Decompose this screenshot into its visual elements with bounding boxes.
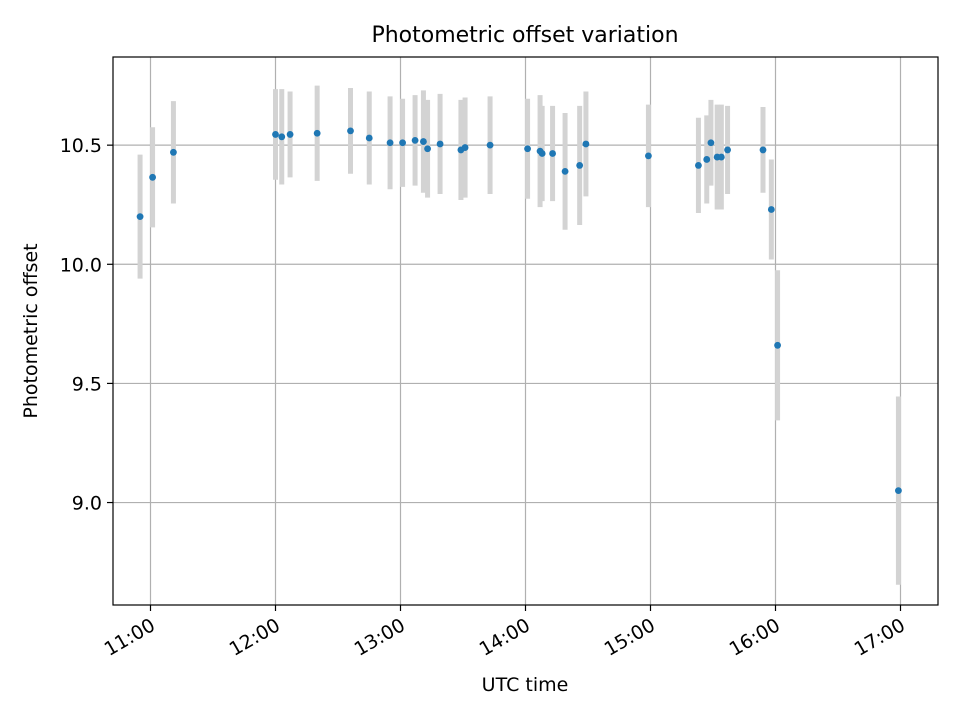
data-point <box>549 150 556 157</box>
data-point <box>486 141 494 149</box>
x-tick-label: 13:00 <box>351 614 409 660</box>
y-axis-label: Photometric offset <box>20 243 42 418</box>
data-point <box>524 145 531 153</box>
data-point <box>286 131 294 138</box>
data-point <box>170 148 177 156</box>
data-point <box>424 145 431 153</box>
data-point <box>149 173 156 181</box>
data-point <box>774 341 781 349</box>
data-point <box>538 150 546 157</box>
data-point <box>365 134 373 142</box>
data-point <box>576 162 584 169</box>
data-points <box>136 127 902 495</box>
x-tick-label: 11:00 <box>101 614 159 660</box>
data-point <box>386 139 394 147</box>
data-point <box>347 127 354 135</box>
x-tick-label: 15:00 <box>601 614 659 660</box>
x-tick-label: 17:00 <box>851 614 909 660</box>
data-point <box>313 129 321 137</box>
data-point <box>724 146 731 154</box>
data-point <box>695 162 702 169</box>
data-point <box>582 140 590 148</box>
data-point <box>895 487 902 495</box>
y-tick-label: 9.5 <box>72 373 102 395</box>
y-tick-label: 9.0 <box>72 493 102 515</box>
data-point <box>436 140 444 148</box>
x-tick-label: 14:00 <box>476 614 534 660</box>
data-point <box>272 131 279 138</box>
data-point <box>561 167 569 175</box>
x-axis-label: UTC time <box>482 674 569 696</box>
x-tick-label: 12:00 <box>226 614 284 660</box>
data-point <box>717 153 725 161</box>
y-axis-ticks: 9.0 9.5 10.0 10.5 <box>60 135 113 515</box>
data-point <box>707 139 715 147</box>
x-tick-label: 16:00 <box>726 614 784 660</box>
data-point <box>411 136 419 144</box>
x-axis-ticks: 11:00 12:00 13:00 14:00 15:00 16:00 17:00 <box>101 605 909 661</box>
data-point <box>278 133 286 141</box>
data-point <box>399 139 406 147</box>
data-point <box>461 144 469 151</box>
data-point <box>420 138 427 145</box>
y-tick-label: 10.5 <box>60 135 102 157</box>
error-bars <box>137 85 901 585</box>
y-tick-label: 10.0 <box>60 254 102 276</box>
data-point <box>136 213 144 221</box>
data-point <box>759 146 767 154</box>
data-point <box>703 156 711 163</box>
data-point <box>645 152 652 160</box>
chart-title: Photometric offset variation <box>371 23 678 48</box>
data-point <box>767 206 775 213</box>
